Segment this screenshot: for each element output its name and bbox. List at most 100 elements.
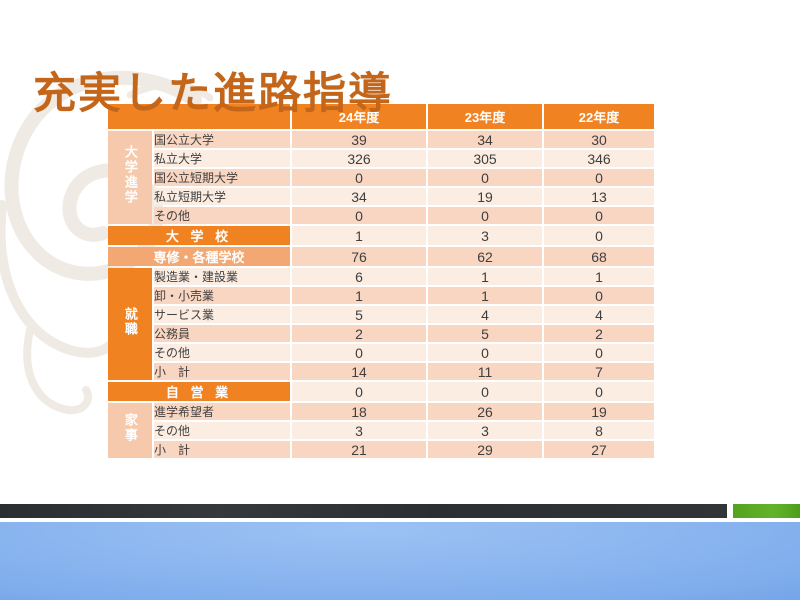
table-row: 公務員 2 5 2 (108, 325, 654, 342)
footer-dark-bar (0, 504, 727, 518)
footer-blue-band (0, 522, 800, 600)
value-cell: 4 (544, 306, 654, 323)
table-row: 大学進学 国公立大学 39 34 30 (108, 131, 654, 224)
category-cell: サービス業 (154, 306, 290, 323)
value-cell: 0 (544, 382, 654, 401)
value-cell: 0 (544, 344, 654, 361)
value-cell: 34 (292, 188, 426, 205)
value-cell: 29 (428, 441, 542, 458)
value-cell: 0 (292, 207, 426, 224)
value-cell: 26 (428, 403, 542, 420)
table-row: サービス業 5 4 4 (108, 306, 654, 323)
slide-title: 充実した進路指導 (33, 69, 393, 118)
category-cell: 私立短期大学 (154, 188, 290, 205)
value-cell: 13 (544, 188, 654, 205)
table-row: 小 計 14 11 7 (108, 363, 654, 380)
value-cell: 7 (544, 363, 654, 380)
value-cell: 0 (428, 344, 542, 361)
table-row: その他 3 3 8 (108, 422, 654, 439)
category-cell: 進学希望者 (154, 403, 290, 420)
value-cell: 1 (292, 287, 426, 304)
career-results-table: 24年度 23年度 22年度 大学進学 国公立大学 39 34 30 私立大学 326 305… (106, 102, 656, 460)
value-cell: 0 (544, 287, 654, 304)
value-cell: 19 (544, 403, 654, 420)
group-label: 就職 (122, 306, 138, 337)
value-cell: 346 (544, 150, 654, 167)
value-cell: 3 (292, 422, 426, 439)
group-cell: 大学進学 (108, 131, 152, 224)
value-cell: 76 (292, 247, 426, 266)
category-cell: 卸・小売業 (154, 287, 290, 304)
category-cell: 公務員 (154, 325, 290, 342)
category-cell: 製造業・建設業 (154, 268, 290, 285)
value-cell: 68 (544, 247, 654, 266)
value-cell: 8 (544, 422, 654, 439)
table-row: 卸・小売業 1 1 0 (108, 287, 654, 304)
value-cell: 62 (428, 247, 542, 266)
value-cell: 39 (292, 131, 426, 148)
value-cell: 0 (292, 169, 426, 186)
value-cell: 3 (428, 226, 542, 245)
value-cell: 14 (292, 363, 426, 380)
category-cell: その他 (154, 422, 290, 439)
value-cell: 30 (544, 131, 654, 148)
category-cell: 小 計 (154, 363, 290, 380)
table-row: 私立大学 326 305 346 (108, 150, 654, 167)
value-cell: 11 (428, 363, 542, 380)
table-row: 家事 進学希望者 18 26 19 (108, 403, 654, 458)
value-cell: 0 (544, 207, 654, 224)
value-cell: 1 (292, 226, 426, 245)
footer-green-bar (733, 504, 800, 518)
value-cell: 4 (428, 306, 542, 323)
category-cell: 国公立大学 (154, 131, 290, 148)
table-row: その他 0 0 0 (108, 207, 654, 224)
group-cell: 就職 (108, 268, 152, 380)
value-cell: 0 (544, 226, 654, 245)
value-cell: 0 (428, 382, 542, 401)
value-cell: 0 (428, 207, 542, 224)
header-year-22: 22年度 (544, 104, 654, 129)
group-cell: 家事 (108, 403, 152, 458)
category-cell: 国公立短期大学 (154, 169, 290, 186)
category-cell: その他 (154, 344, 290, 361)
value-cell: 5 (428, 325, 542, 342)
value-cell: 326 (292, 150, 426, 167)
group-label: 家事 (122, 413, 138, 443)
value-cell: 1 (544, 268, 654, 285)
value-cell: 1 (428, 268, 542, 285)
category-cell: その他 (154, 207, 290, 224)
value-cell: 2 (544, 325, 654, 342)
group-label: 大学進学 (122, 145, 138, 205)
table-row: 就職 製造業・建設業 6 1 1 (108, 268, 654, 380)
section-banner-cell: 大 学 校 (108, 226, 290, 245)
header-year-24: 24年度 (292, 104, 426, 129)
section-banner-cell: 自 営 業 (108, 382, 290, 401)
value-cell: 0 (292, 382, 426, 401)
table-row: 国公立短期大学 0 0 0 (108, 169, 654, 186)
section-banner-cell: 専修・各種学校 (108, 247, 290, 266)
value-cell: 1 (428, 287, 542, 304)
value-cell: 6 (292, 268, 426, 285)
value-cell: 21 (292, 441, 426, 458)
value-cell: 18 (292, 403, 426, 420)
value-cell: 27 (544, 441, 654, 458)
header-year-23: 23年度 (428, 104, 542, 129)
value-cell: 0 (292, 344, 426, 361)
table-header-row: 24年度 23年度 22年度 (108, 104, 654, 129)
header-empty-cell (108, 104, 290, 129)
value-cell: 34 (428, 131, 542, 148)
value-cell: 19 (428, 188, 542, 205)
table-row: 私立短期大学 34 19 13 (108, 188, 654, 205)
table-row: その他 0 0 0 (108, 344, 654, 361)
value-cell: 305 (428, 150, 542, 167)
table-row: 小 計 21 29 27 (108, 441, 654, 458)
value-cell: 2 (292, 325, 426, 342)
category-cell: 小 計 (154, 441, 290, 458)
value-cell: 3 (428, 422, 542, 439)
value-cell: 5 (292, 306, 426, 323)
value-cell: 0 (428, 169, 542, 186)
value-cell: 0 (544, 169, 654, 186)
category-cell: 私立大学 (154, 150, 290, 167)
